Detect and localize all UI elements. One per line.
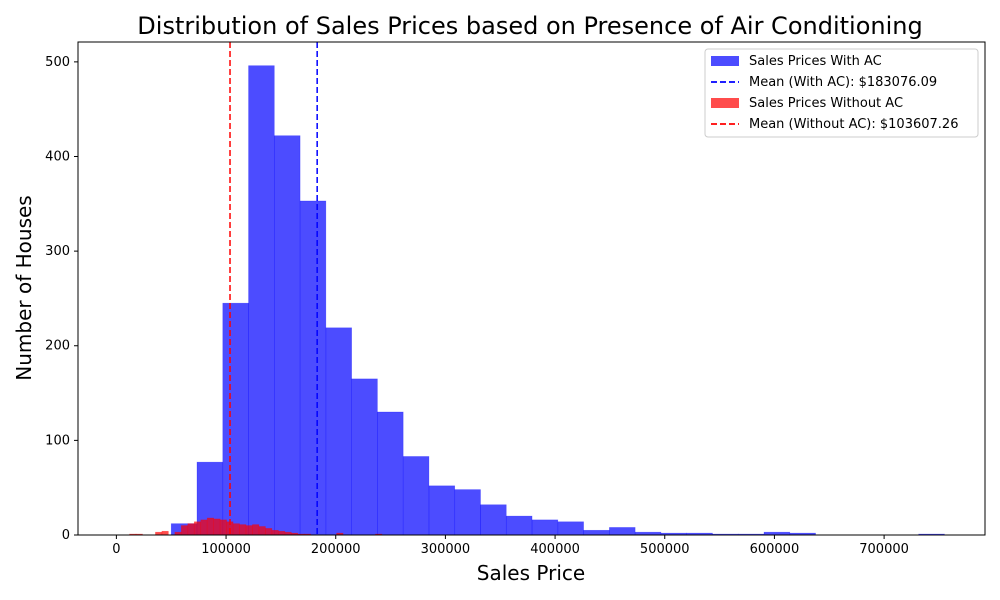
y-tick-label: 200 — [45, 339, 70, 354]
without-ac-bar — [200, 519, 208, 536]
without-ac-bar — [213, 518, 221, 536]
with-ac-bar — [377, 411, 404, 536]
without-ac-bar — [193, 521, 202, 536]
x-tick-label: 500000 — [640, 542, 690, 557]
legend-patch — [711, 98, 739, 108]
with-ac-bar — [274, 135, 301, 536]
legend-label: Sales Prices With AC — [749, 54, 882, 69]
with-ac-bars — [170, 65, 945, 536]
without-ac-bar — [252, 524, 260, 536]
plot-frame — [77, 41, 986, 536]
y-tick-label: 300 — [45, 244, 70, 259]
y-tick-label: 100 — [45, 433, 70, 448]
legend-label: Sales Prices Without AC — [749, 96, 903, 111]
x-tick-label: 200000 — [311, 542, 361, 557]
without-ac-bar — [219, 519, 227, 536]
with-ac-bar — [505, 515, 533, 536]
with-ac-bar — [248, 65, 275, 536]
y-axis-label: Number of Houses — [12, 195, 36, 380]
with-ac-bar — [609, 527, 636, 536]
x-tick-label: 300000 — [421, 542, 471, 557]
x-tick-label: 100000 — [201, 542, 251, 557]
legend: Sales Prices With AC Mean (With AC): $183… — [704, 48, 979, 138]
with-ac-bar — [557, 521, 584, 536]
with-ac-bar — [428, 485, 456, 536]
without-ac-bar — [239, 524, 247, 536]
without-ac-bar — [271, 529, 279, 536]
legend-label: Mean (With AC): $183076.09 — [749, 75, 937, 90]
without-ac-bar — [161, 530, 169, 536]
with-ac-bar — [402, 456, 430, 536]
chart-title: Distribution of Sales Prices based on Pr… — [137, 12, 922, 40]
with-ac-bar — [454, 489, 481, 536]
without-ac-bar — [265, 528, 273, 536]
axes: 0 100000 200000 300000 400000 500000 600000 700… — [45, 41, 986, 557]
legend-label: Mean (Without AC): $103607.26 — [749, 117, 958, 132]
with-ac-bar — [531, 519, 559, 536]
y-tick-label: 500 — [45, 55, 70, 70]
x-axis-label: Sales Price — [477, 561, 585, 585]
without-ac-bar — [206, 517, 214, 536]
without-ac-bar — [187, 523, 195, 536]
x-tick-label: 400000 — [530, 542, 580, 557]
without-ac-bar — [258, 526, 266, 536]
with-ac-bar — [325, 327, 352, 536]
x-tick-label: 0 — [112, 542, 120, 557]
with-ac-bar — [351, 378, 378, 536]
legend-box — [704, 48, 979, 138]
with-ac-bar — [299, 200, 327, 536]
y-tick-label: 400 — [45, 149, 70, 164]
without-ac-bar — [181, 525, 189, 536]
without-ac-bar — [278, 530, 286, 536]
x-tick-label: 600000 — [750, 542, 800, 557]
x-tick-label: 700000 — [859, 542, 909, 557]
with-ac-bar — [583, 529, 610, 536]
y-tick-label: 0 — [62, 528, 70, 543]
with-ac-bar — [480, 504, 507, 536]
mean-lines — [229, 42, 318, 535]
without-ac-bar — [232, 523, 240, 536]
with-ac-bar — [222, 302, 249, 536]
legend-patch — [711, 56, 739, 66]
without-ac-bar — [245, 525, 253, 536]
